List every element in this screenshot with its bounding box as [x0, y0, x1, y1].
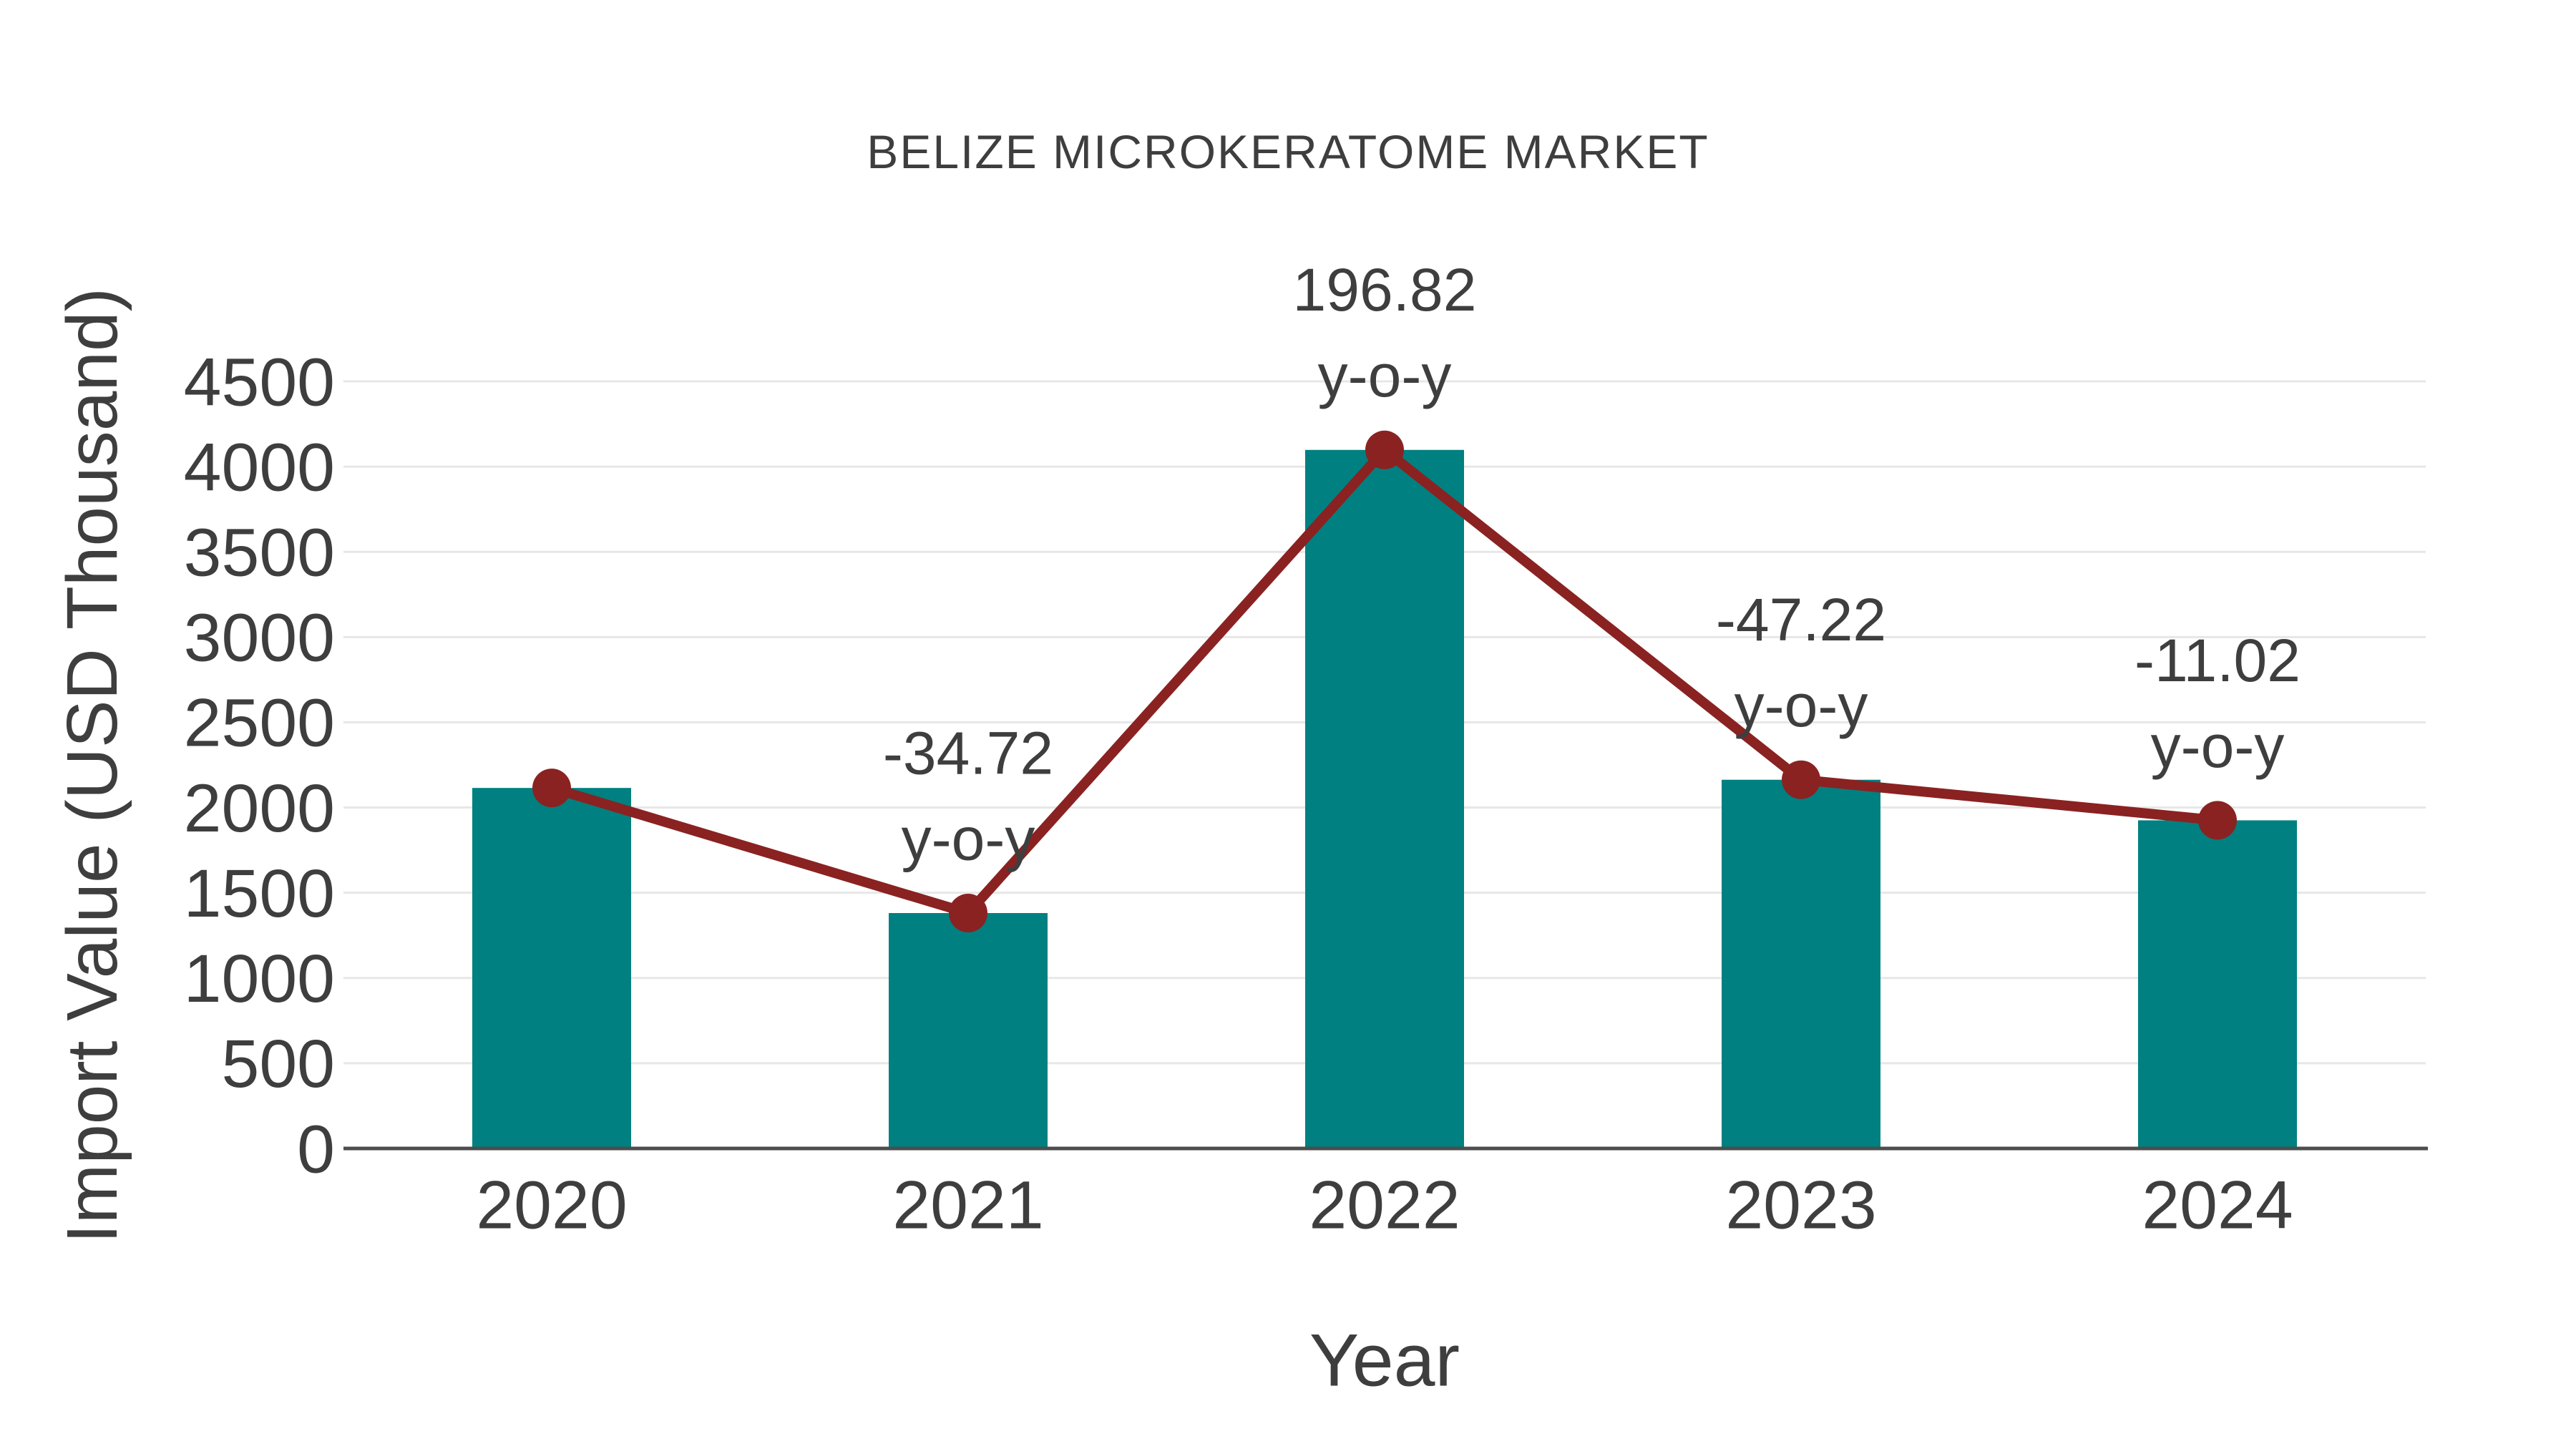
y-tick-labels: 0 500 1000 1500 2000 2500 3000 3500 4000 4500	[184, 344, 335, 1187]
y-tick-label-4000: 4000	[184, 429, 335, 505]
chart-title: BELIZE MICROKERATOME MARKET	[867, 125, 1709, 178]
y-tick-label-500: 500	[221, 1026, 335, 1102]
y-tick-label-3000: 3000	[184, 600, 335, 676]
marker-2022	[1365, 430, 1404, 469]
x-tick-label-2021: 2021	[892, 1167, 1043, 1243]
y-tick-label-2000: 2000	[184, 771, 335, 847]
annotation-value-2024: -11.02	[2135, 627, 2301, 694]
y-tick-label-1000: 1000	[184, 941, 335, 1017]
x-tick-label-2022: 2022	[1309, 1167, 1460, 1243]
annotation-label-2022: y-o-y	[1318, 342, 1452, 409]
x-tick-label-2024: 2024	[2142, 1167, 2293, 1243]
marker-2020	[532, 769, 571, 808]
annotations: -34.72 y-o-y 196.82 y-o-y -47.22 y-o-y -11.02 y…	[883, 256, 2301, 872]
x-tick-label-2023: 2023	[1725, 1167, 1876, 1243]
bar-2024	[2138, 820, 2297, 1148]
y-tick-label-3500: 3500	[184, 514, 335, 590]
y-tick-label-1500: 1500	[184, 856, 335, 932]
x-tick-label-2020: 2020	[476, 1167, 627, 1243]
markers	[532, 430, 2237, 933]
x-tick-labels: 2020 2021 2022 2023 2024	[476, 1167, 2293, 1243]
x-axis-title: Year	[1309, 1319, 1460, 1402]
y-axis-title: Import Value (USD Thousand)	[52, 288, 132, 1244]
bar-2023	[1722, 779, 1880, 1148]
annotation-label-2024: y-o-y	[2151, 713, 2285, 780]
marker-2023	[1782, 760, 1820, 799]
y-tick-label-2500: 2500	[184, 686, 335, 761]
annotation-label-2023: y-o-y	[1735, 672, 1868, 739]
annotation-label-2021: y-o-y	[902, 805, 1035, 872]
bar-2022	[1305, 449, 1464, 1148]
annotation-value-2022: 196.82	[1293, 256, 1477, 323]
bars	[472, 449, 2297, 1148]
y-tick-label-4500: 4500	[184, 344, 335, 420]
bar-2020	[472, 788, 631, 1148]
bar-2021	[889, 913, 1048, 1148]
y-tick-label-0: 0	[297, 1111, 335, 1187]
annotation-value-2021: -34.72	[883, 719, 1053, 786]
annotation-value-2023: -47.22	[1716, 586, 1886, 653]
marker-2024	[2198, 801, 2237, 840]
marker-2021	[949, 894, 987, 933]
